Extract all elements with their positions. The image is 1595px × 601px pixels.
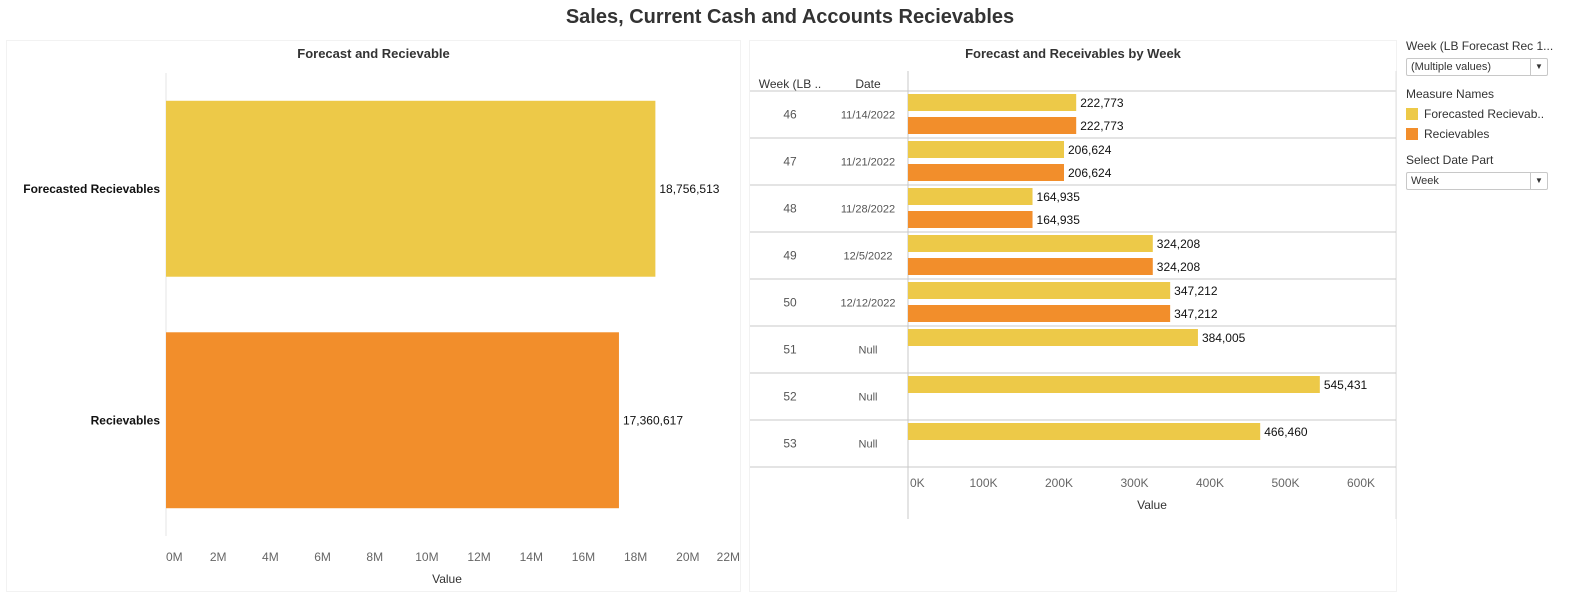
date-cell-2: 11/28/2022	[841, 204, 895, 216]
bar-0	[166, 100, 656, 277]
x-tick-label-1: 100K	[969, 476, 997, 490]
chevron-down-icon[interactable]: ▼	[1530, 59, 1547, 75]
legend-swatch-forecasted	[1406, 108, 1418, 120]
date-part-select[interactable]: Week ▼	[1406, 172, 1548, 190]
week-cell-1: 47	[783, 155, 797, 169]
legend-label-recievables: Recievables	[1424, 127, 1490, 141]
recievables-label-1: 206,624	[1068, 166, 1112, 180]
right-chart-title: Forecast and Receivables by Week	[965, 46, 1181, 61]
x-tick-label-5: 500K	[1272, 476, 1300, 490]
legend-item-recievables[interactable]: Recievables	[1406, 126, 1588, 142]
forecasted-bar-4	[908, 282, 1171, 299]
forecasted-label-7: 466,460	[1264, 425, 1308, 439]
recievables-label-3: 324,208	[1157, 260, 1201, 274]
forecasted-bar-5	[908, 329, 1198, 346]
x-tick-label-3: 6M	[314, 550, 331, 564]
x-tick-label-10: 20M	[676, 550, 699, 564]
left-chart-plot: Forecasted Recievables 18,756,513 Recievab…	[23, 73, 740, 586]
recievables-label-2: 164,935	[1037, 213, 1081, 227]
recievables-bar-3	[908, 258, 1153, 275]
x-tick-label-8: 16M	[572, 550, 595, 564]
week-cell-6: 52	[783, 390, 797, 404]
recievables-bar-1	[908, 164, 1065, 181]
forecasted-label-4: 347,212	[1174, 284, 1218, 298]
forecasted-bar-2	[908, 188, 1033, 205]
x-tick-label-2: 200K	[1045, 476, 1073, 490]
legend-swatch-recievables	[1406, 128, 1418, 140]
x-axis-label: Value	[1137, 498, 1167, 512]
date-cell-3: 12/5/2022	[844, 251, 893, 263]
forecasted-bar-6	[908, 376, 1320, 393]
measure-names-label: Measure Names	[1406, 87, 1495, 101]
week-filter-select[interactable]: (Multiple values) ▼	[1406, 58, 1548, 76]
forecasted-bar-0	[908, 94, 1077, 111]
data-label-1: 17,360,617	[623, 413, 683, 427]
forecast-and-receivables-by-week-chart: Forecast and Receivables by Week Week (L…	[749, 40, 1397, 592]
x-tick-label-3: 300K	[1120, 476, 1148, 490]
date-cell-5: Null	[859, 345, 878, 357]
forecasted-label-3: 324,208	[1157, 237, 1201, 251]
recievables-label-4: 347,212	[1174, 307, 1218, 321]
recievables-bar-4	[908, 305, 1171, 322]
forecast-and-recievable-chart: Forecast and Recievable Forecasted Recie…	[6, 40, 741, 592]
filters-panel: Week (LB Forecast Rec 1... (Multiple val…	[1406, 38, 1588, 190]
data-label-0: 18,756,513	[659, 182, 719, 196]
week-cell-5: 51	[783, 343, 797, 357]
week-cell-4: 50	[783, 296, 797, 310]
bar-1	[166, 332, 619, 509]
forecasted-bar-3	[908, 235, 1153, 252]
x-tick-label-0: 0M	[166, 550, 183, 564]
x-tick-label-2: 4M	[262, 550, 279, 564]
week-cell-0: 46	[783, 108, 797, 122]
recievables-label-0: 222,773	[1080, 119, 1124, 133]
forecasted-label-1: 206,624	[1068, 143, 1112, 157]
x-tick-label-9: 18M	[624, 550, 647, 564]
x-tick-label-0: 0K	[910, 476, 925, 490]
forecasted-bar-1	[908, 141, 1065, 158]
x-tick-label-7: 14M	[520, 550, 543, 564]
left-chart-title: Forecast and Recievable	[297, 46, 450, 61]
week-filter-value: (Multiple values)	[1411, 61, 1492, 73]
right-chart-plot: Week (LB .. Date 46 11/14/2022 222,773 222,77…	[750, 71, 1397, 519]
page-title: Sales, Current Cash and Accounts Recieva…	[565, 6, 1015, 28]
forecasted-label-5: 384,005	[1202, 331, 1246, 345]
date-cell-6: Null	[859, 392, 878, 404]
date-part-label: Select Date Part	[1406, 153, 1494, 167]
forecasted-label-0: 222,773	[1080, 96, 1124, 110]
x-tick-label-4: 8M	[366, 550, 383, 564]
x-tick-label-5: 10M	[415, 550, 438, 564]
date-part-value: Week	[1411, 175, 1439, 187]
date-cell-0: 11/14/2022	[841, 110, 895, 122]
legend-label-forecasted: Forecasted Recievab..	[1424, 107, 1545, 121]
week-filter-label: Week (LB Forecast Rec 1...	[1406, 39, 1554, 53]
row-header-week: Week (LB ..	[759, 77, 821, 91]
date-cell-4: 12/12/2022	[840, 298, 895, 310]
forecasted-label-2: 164,935	[1037, 190, 1081, 204]
x-tick-label-4: 400K	[1196, 476, 1224, 490]
week-cell-7: 53	[783, 437, 797, 451]
category-label-0: Forecasted Recievables	[23, 182, 160, 196]
x-axis-label: Value	[432, 572, 462, 586]
row-header-date: Date	[855, 77, 881, 91]
legend-item-forecasted[interactable]: Forecasted Recievab..	[1406, 106, 1588, 122]
recievables-bar-0	[908, 117, 1077, 134]
date-cell-7: Null	[859, 439, 878, 451]
date-cell-1: 11/21/2022	[841, 157, 895, 169]
category-label-1: Recievables	[91, 413, 161, 427]
x-tick-label-11: 22M	[717, 550, 740, 564]
week-cell-2: 48	[783, 202, 797, 216]
x-tick-label-6: 12M	[467, 550, 490, 564]
x-tick-label-1: 2M	[210, 550, 227, 564]
recievables-bar-2	[908, 211, 1033, 228]
forecasted-label-6: 545,431	[1324, 378, 1368, 392]
week-cell-3: 49	[783, 249, 797, 263]
x-tick-label-6: 600K	[1347, 476, 1375, 490]
chevron-down-icon[interactable]: ▼	[1530, 173, 1547, 189]
forecasted-bar-7	[908, 423, 1261, 440]
